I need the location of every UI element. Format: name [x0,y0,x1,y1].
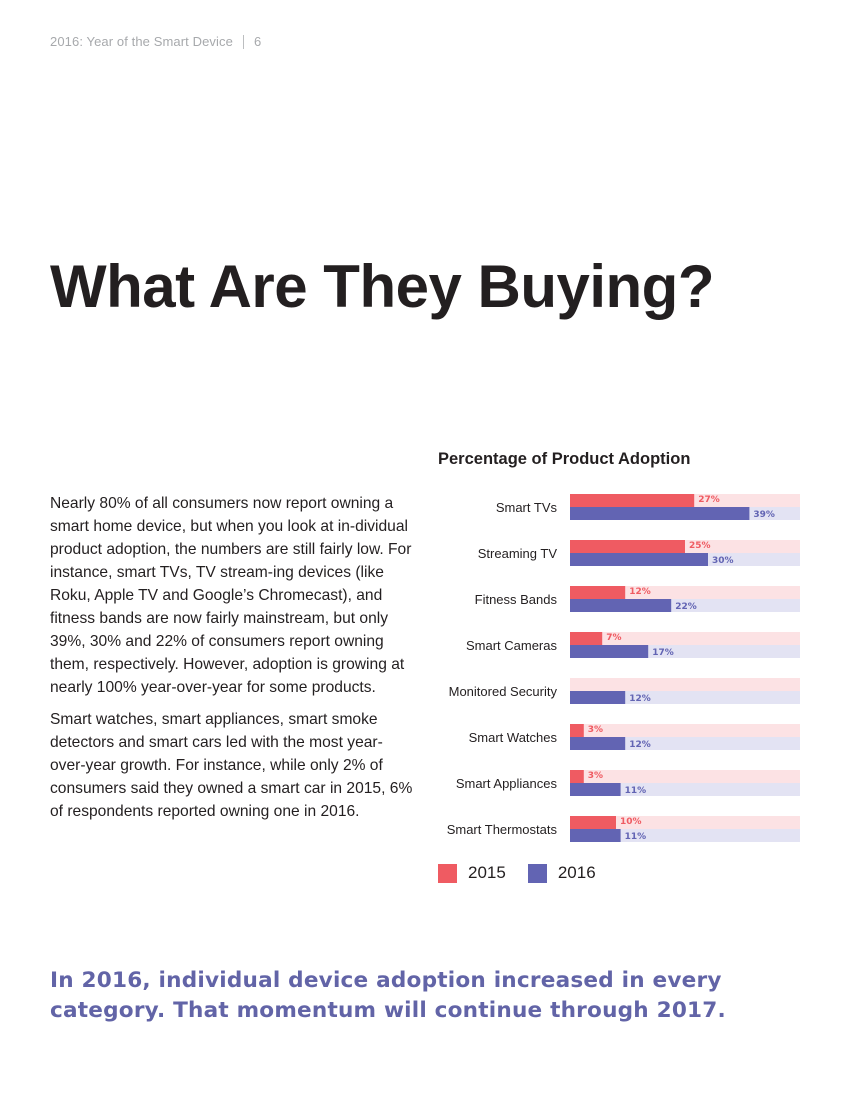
data-label-2016-streaming-tv: 30% [712,556,734,566]
header-divider [242,34,244,49]
bar-track-2015-smart-appliances [570,770,800,783]
adoption-bar-chart: Smart TVs 27% 39% Streaming TV 25%30% Fitness… [447,494,800,842]
data-label-2016-smart-tvs: 39% [753,510,775,520]
bar-2016-fitness-bands [570,599,672,612]
bar-2016-smart-watches [570,737,626,750]
bar-2015-smart-appliances [570,770,584,783]
chart-legend: 2015 2016 [438,863,618,883]
legend-item-2016: 2016 [527,863,596,883]
data-label-2015-smart-thermostats: 10% [620,817,642,827]
bar-track-2015-fitness-bands [570,586,800,599]
data-label-2016-monitored-security: 12% [629,694,651,704]
bar-2015-smart-tvs [570,494,695,507]
body-paragraph-2: Smart watches, smart appliances, smart s… [50,711,413,820]
bar-track-2015-smart-thermostats [570,816,800,829]
data-label-2016-smart-cameras: 17% [652,648,674,658]
bar-2015-fitness-bands [570,586,626,599]
running-title: 2016: Year of the Smart Device [50,34,233,49]
data-label-2015-smart-watches: 3% [588,725,603,735]
legend-label-2015: 2015 [468,863,506,882]
bar-2016-smart-appliances [570,783,621,796]
page-title: What Are They Buying? [50,253,714,320]
data-label-2016-smart-thermostats: 11% [625,832,647,842]
bar-2016-smart-cameras [570,645,649,658]
data-label-2015-fitness-bands: 12% [629,587,651,597]
pullquote: In 2016, individual device adoption incr… [50,968,726,1023]
page-number: 6 [253,34,262,49]
data-label-2015-smart-tvs: 27% [698,495,720,505]
data-label-2015-streaming-tv: 25% [689,541,711,551]
legend-swatch-2015 [438,863,457,883]
bar-2016-monitored-security [570,691,626,704]
category-label-fitness-bands: Fitness Bands [475,592,558,607]
bar-track-2015-monitored-security [570,678,800,691]
bar-track-2016-smart-watches [570,737,800,750]
bar-track-2016-smart-thermostats [570,829,800,842]
bar-track-2016-monitored-security [570,691,800,704]
category-label-smart-thermostats: Smart Thermostats [447,822,558,837]
category-label-smart-cameras: Smart Cameras [466,638,558,653]
bar-2015-smart-watches [570,724,584,737]
running-header: 2016: Year of the Smart Device 6 [50,34,261,49]
data-label-2015-smart-appliances: 3% [588,771,603,781]
bar-track-2015-smart-cameras [570,632,800,645]
category-label-monitored-security: Monitored Security [449,684,558,699]
body-text: Nearly 80% of all consumers now report o… [50,492,418,832]
bar-2016-streaming-tv [570,553,708,566]
bar-2016-smart-thermostats [570,829,621,842]
bar-2015-streaming-tv [570,540,685,553]
chart-title: Percentage of Product Adoption [438,450,691,468]
category-label-smart-watches: Smart Watches [469,730,558,745]
body-paragraph-1: Nearly 80% of all consumers now report o… [50,495,412,696]
legend-swatch-2016 [527,863,547,883]
bar-2015-smart-thermostats [570,816,616,829]
category-label-smart-appliances: Smart Appliances [456,776,558,791]
legend-item-2015: 2015 [438,863,506,883]
bar-track-2016-smart-appliances [570,783,800,796]
bar-2016-smart-tvs [570,507,750,520]
data-label-2016-smart-watches: 12% [629,740,651,750]
legend-label-2016: 2016 [557,863,596,882]
data-label-2016-smart-appliances: 11% [625,786,647,796]
category-label-smart-tvs: Smart TVs [496,500,558,515]
data-label-2016-fitness-bands: 22% [675,602,697,612]
bar-track-2015-smart-watches [570,724,800,737]
bar-2015-smart-cameras [570,632,603,645]
category-label-streaming-tv: Streaming TV [478,546,558,561]
data-label-2015-smart-cameras: 7% [606,633,621,643]
